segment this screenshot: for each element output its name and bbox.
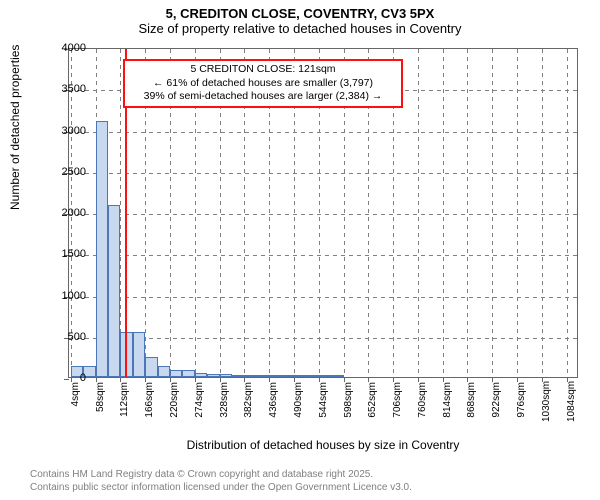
xtick-label: 706sqm (392, 382, 403, 422)
xtick-label: 436sqm (268, 382, 279, 422)
x-axis-label: Distribution of detached houses by size … (68, 438, 578, 452)
histogram-bar (331, 375, 343, 377)
ytick-label: 1000 (46, 290, 86, 302)
ytick-label: 2500 (46, 166, 86, 178)
histogram-bar (232, 375, 244, 377)
xtick-label: 1084sqm (566, 382, 577, 422)
footer-attribution: Contains HM Land Registry data © Crown c… (30, 469, 412, 494)
callout-line: ← 61% of detached houses are smaller (3,… (131, 77, 395, 91)
gridline-v (542, 49, 543, 377)
histogram-bar (294, 375, 306, 377)
ytick-label: 3500 (46, 83, 86, 95)
xtick-label: 220sqm (169, 382, 180, 422)
xtick-label: 1030sqm (541, 382, 552, 422)
ytick-label: 2000 (46, 207, 86, 219)
xtick-label: 58sqm (95, 382, 106, 422)
chart-plot-area: 5 CREDITON CLOSE: 121sqm← 61% of detache… (68, 48, 578, 378)
ytick-label: 1500 (46, 248, 86, 260)
histogram-bar (96, 121, 108, 377)
gridline-v (517, 49, 518, 377)
xtick-label: 868sqm (466, 382, 477, 422)
xtick-label: 976sqm (516, 382, 527, 422)
xtick-label: 4sqm (70, 382, 81, 422)
histogram-bar (319, 375, 331, 377)
histogram-bar (257, 375, 269, 377)
gridline-v (443, 49, 444, 377)
histogram-bar (207, 374, 219, 377)
histogram-bar (133, 332, 145, 377)
callout-line: 39% of semi-detached houses are larger (… (131, 90, 395, 104)
chart-title: 5, CREDITON CLOSE, COVENTRY, CV3 5PX (0, 6, 600, 21)
chart-subtitle: Size of property relative to detached ho… (0, 21, 600, 36)
histogram-bar (195, 373, 207, 377)
histogram-bar (170, 370, 182, 377)
gridline-v (467, 49, 468, 377)
histogram-bar (220, 374, 232, 377)
histogram-bar (182, 370, 194, 377)
xtick-label: 760sqm (417, 382, 428, 422)
footer-line-1: Contains HM Land Registry data © Crown c… (30, 469, 412, 482)
xtick-label: 652sqm (367, 382, 378, 422)
ytick-label: 500 (46, 331, 86, 343)
callout-line: 5 CREDITON CLOSE: 121sqm (131, 63, 395, 77)
histogram-bar (282, 375, 294, 377)
histogram-bar (269, 375, 281, 377)
xtick-label: 922sqm (491, 382, 502, 422)
ytick-label: 4000 (46, 42, 86, 54)
gridline-v (120, 49, 121, 377)
xtick-label: 328sqm (219, 382, 230, 422)
callout-box: 5 CREDITON CLOSE: 121sqm← 61% of detache… (123, 59, 403, 108)
gridline-v (567, 49, 568, 377)
xtick-label: 274sqm (194, 382, 205, 422)
histogram-bar (108, 205, 120, 377)
histogram-bar (306, 375, 318, 377)
y-axis-label: Number of detached properties (8, 45, 22, 210)
footer-line-2: Contains public sector information licen… (30, 482, 412, 495)
xtick-label: 814sqm (442, 382, 453, 422)
ytick-label: 3000 (46, 125, 86, 137)
xtick-label: 112sqm (119, 382, 130, 422)
histogram-bar (145, 357, 157, 377)
gridline-v (418, 49, 419, 377)
xtick-label: 166sqm (144, 382, 155, 422)
xtick-label: 382sqm (243, 382, 254, 422)
gridline-v (492, 49, 493, 377)
xtick-label: 544sqm (318, 382, 329, 422)
xtick-label: 598sqm (343, 382, 354, 422)
histogram-bar (120, 332, 132, 377)
histogram-bar (158, 366, 170, 377)
histogram-bar (244, 375, 256, 377)
xtick-label: 490sqm (293, 382, 304, 422)
